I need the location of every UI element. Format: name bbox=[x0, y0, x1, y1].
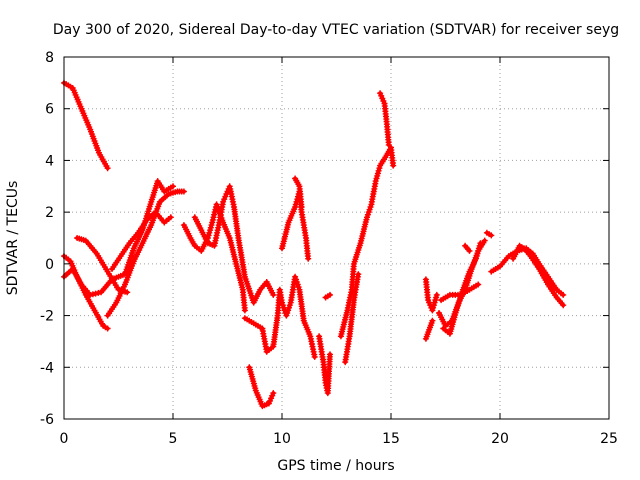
series-arc18 bbox=[422, 276, 440, 314]
data-point-marker bbox=[390, 162, 397, 169]
series-arc22 bbox=[438, 281, 482, 304]
data-point-marker bbox=[385, 141, 392, 148]
series-arc19 bbox=[422, 317, 436, 342]
series-arc6 bbox=[109, 209, 174, 272]
series-arc17 bbox=[377, 90, 392, 148]
data-point-marker bbox=[311, 353, 318, 360]
y-tick-label: 0 bbox=[45, 257, 54, 273]
x-tick-label: 15 bbox=[382, 431, 400, 447]
y-axis-label: SDTVAR / TECUs bbox=[5, 181, 21, 296]
data-point-marker bbox=[477, 240, 484, 247]
series-arc8 bbox=[191, 183, 277, 306]
data-point-marker bbox=[167, 214, 174, 221]
data-point-marker bbox=[327, 291, 333, 298]
series-arc21 bbox=[440, 240, 484, 337]
series-arc3 bbox=[61, 178, 176, 298]
series-arc26 bbox=[510, 242, 567, 309]
x-axis-label: GPS time / hours bbox=[277, 458, 394, 474]
data-point-marker bbox=[433, 291, 440, 298]
data-point-marker bbox=[104, 325, 111, 332]
series-arc15 bbox=[337, 144, 397, 340]
chart-title: Day 300 of 2020, Sidereal Day-to-day VTE… bbox=[53, 22, 619, 38]
data-point-marker bbox=[481, 237, 488, 244]
y-tick-label: 8 bbox=[45, 50, 54, 66]
series-arc5 bbox=[104, 188, 187, 319]
series-arc25 bbox=[488, 245, 567, 298]
y-tick-label: -4 bbox=[40, 360, 54, 376]
data-point-marker bbox=[241, 307, 248, 314]
data-point-marker bbox=[180, 188, 187, 195]
data-point-marker bbox=[298, 204, 305, 210]
series-arc1 bbox=[61, 79, 111, 172]
data-point-marker bbox=[560, 302, 567, 309]
series-arc23 bbox=[462, 242, 473, 254]
data-point-marker bbox=[475, 281, 482, 288]
data-point-marker bbox=[124, 289, 131, 296]
series-arc11 bbox=[279, 188, 312, 262]
data-point-marker bbox=[270, 390, 277, 397]
data-layer bbox=[61, 79, 567, 410]
data-point-marker bbox=[170, 183, 176, 190]
series-arc9 bbox=[241, 273, 318, 360]
y-tick-label: 4 bbox=[45, 153, 54, 169]
series-arc14 bbox=[322, 291, 333, 301]
data-point-marker bbox=[355, 271, 362, 278]
data-point-marker bbox=[560, 291, 567, 298]
x-tick-label: 5 bbox=[169, 431, 178, 447]
data-point-marker bbox=[327, 351, 333, 358]
plot-frame bbox=[63, 56, 610, 420]
y-tick-label: 6 bbox=[45, 102, 54, 118]
series-arc12 bbox=[292, 175, 305, 210]
series-arc24 bbox=[483, 229, 495, 239]
x-tick-label: 0 bbox=[60, 431, 69, 447]
grid bbox=[64, 57, 609, 419]
x-tick-label: 20 bbox=[491, 431, 509, 447]
series-arc10 bbox=[246, 364, 277, 410]
x-tick-label: 25 bbox=[600, 431, 618, 447]
ticks: 0 5 10 15 20 25 -6 -4 -2 0 2 4 6 8 bbox=[40, 50, 618, 447]
data-point-marker bbox=[104, 165, 111, 172]
y-tick-label: 2 bbox=[45, 205, 54, 221]
data-point-marker bbox=[466, 247, 473, 254]
data-point-marker bbox=[305, 255, 312, 262]
y-tick-label: -6 bbox=[40, 412, 54, 428]
data-point-marker bbox=[429, 317, 436, 324]
series-arc13 bbox=[316, 333, 333, 397]
data-point-marker bbox=[270, 291, 277, 298]
x-tick-label: 10 bbox=[273, 431, 291, 447]
data-point-marker bbox=[488, 232, 495, 239]
series-arc16 bbox=[342, 271, 362, 366]
y-tick-label: -2 bbox=[40, 309, 54, 325]
